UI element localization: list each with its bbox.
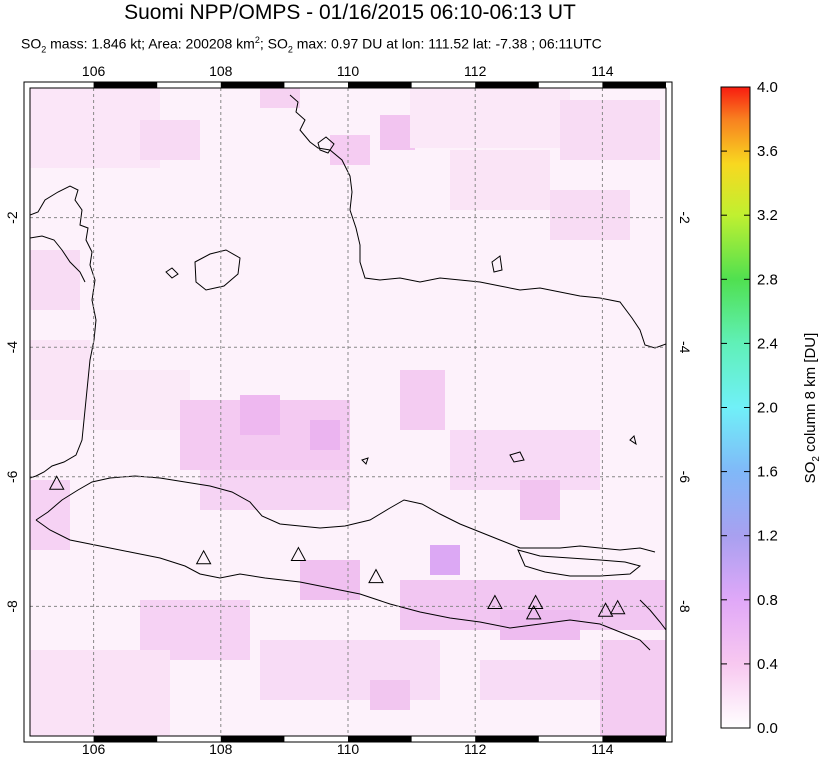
axis-bar-bottom <box>220 736 285 742</box>
lon-tick-label-top: 108 <box>209 63 233 79</box>
volcano-triangle <box>195 549 212 565</box>
lon-tick-label-bottom: 112 <box>464 741 487 757</box>
axis-bar-top <box>348 82 412 88</box>
colorbar-tick-label: 2.0 <box>757 400 778 417</box>
colorbar-tick-label: 0.8 <box>757 592 778 609</box>
colorbar-tick-label: 1.6 <box>757 464 778 481</box>
axis-bar-top <box>220 82 285 88</box>
lat-tick-label-left: -2 <box>4 211 20 224</box>
lat-tick-label-left: -4 <box>4 341 20 354</box>
lon-tick-label-top: 106 <box>82 63 106 79</box>
coastline <box>30 94 666 651</box>
map-tick-labels: 106 106 108 108 110 110 112 112 114 114 -2 -2 -4 -4 -6… <box>4 63 693 757</box>
colorbar-tick-label: 3.2 <box>757 207 778 224</box>
lat-tick-label-right: -8 <box>677 600 693 613</box>
volcano-triangle <box>48 475 65 490</box>
colorbar-tick-label: 0.0 <box>757 720 778 737</box>
volcano-triangle <box>609 599 626 615</box>
volcano-triangle <box>525 604 542 620</box>
axis-bar-bottom <box>602 736 666 742</box>
axis-bar-bottom <box>93 736 158 742</box>
colorbar-tick-label: 2.8 <box>757 271 778 288</box>
axis-bar-bottom <box>348 736 412 742</box>
axis-bar-top <box>475 82 539 88</box>
so2-pixel-field <box>30 88 666 736</box>
colorbar-tick-label: 3.6 <box>757 143 778 160</box>
colorbar-tick-label: 1.2 <box>757 528 778 545</box>
lon-tick-label-top: 114 <box>591 63 614 79</box>
map-title: Suomi NPP/OMPS - 01/16/2015 06:10-06:13 … <box>124 1 576 24</box>
axis-bar-bottom <box>475 736 539 742</box>
lon-tick-label-bottom: 114 <box>591 741 614 757</box>
colorbar-tick-label: 2.4 <box>757 335 778 352</box>
lon-tick-label-bottom: 106 <box>82 741 106 757</box>
map-gridlines <box>30 88 666 736</box>
lon-tick-label-top: 112 <box>464 63 487 79</box>
lat-tick-label-right: -6 <box>677 471 693 484</box>
axis-bar-top <box>93 82 158 88</box>
colorbar-tick-label: 4.0 <box>757 79 778 96</box>
volcano-triangle <box>487 594 503 610</box>
volcano-triangle <box>368 568 384 584</box>
lat-tick-label-left: -8 <box>4 600 20 613</box>
lat-tick-label-right: -2 <box>677 211 693 224</box>
lat-tick-label-right: -4 <box>677 341 693 354</box>
lon-tick-label-bottom: 110 <box>337 741 360 757</box>
volcano-markers <box>48 475 626 620</box>
lat-tick-label-left: -6 <box>4 470 20 483</box>
colorbar-ticks: 0.0 0.4 0.8 1.2 1.6 2.0 2.4 2.8 3.2 3.6 4.0 <box>721 79 778 737</box>
map-subtitle: SO2 mass: 1.846 kt; Area: 200208 km2; SO… <box>21 35 602 55</box>
colorbar-label: SO2 column 8 km [DU] <box>802 333 822 484</box>
lon-tick-label-top: 110 <box>337 63 360 79</box>
colorbar-tick-label: 0.4 <box>757 656 778 673</box>
lon-tick-label-bottom: 108 <box>209 741 233 757</box>
volcano-triangle <box>290 546 307 562</box>
axis-bar-top <box>602 82 666 88</box>
volcano-triangle <box>597 602 614 617</box>
map-frame <box>23 81 673 743</box>
